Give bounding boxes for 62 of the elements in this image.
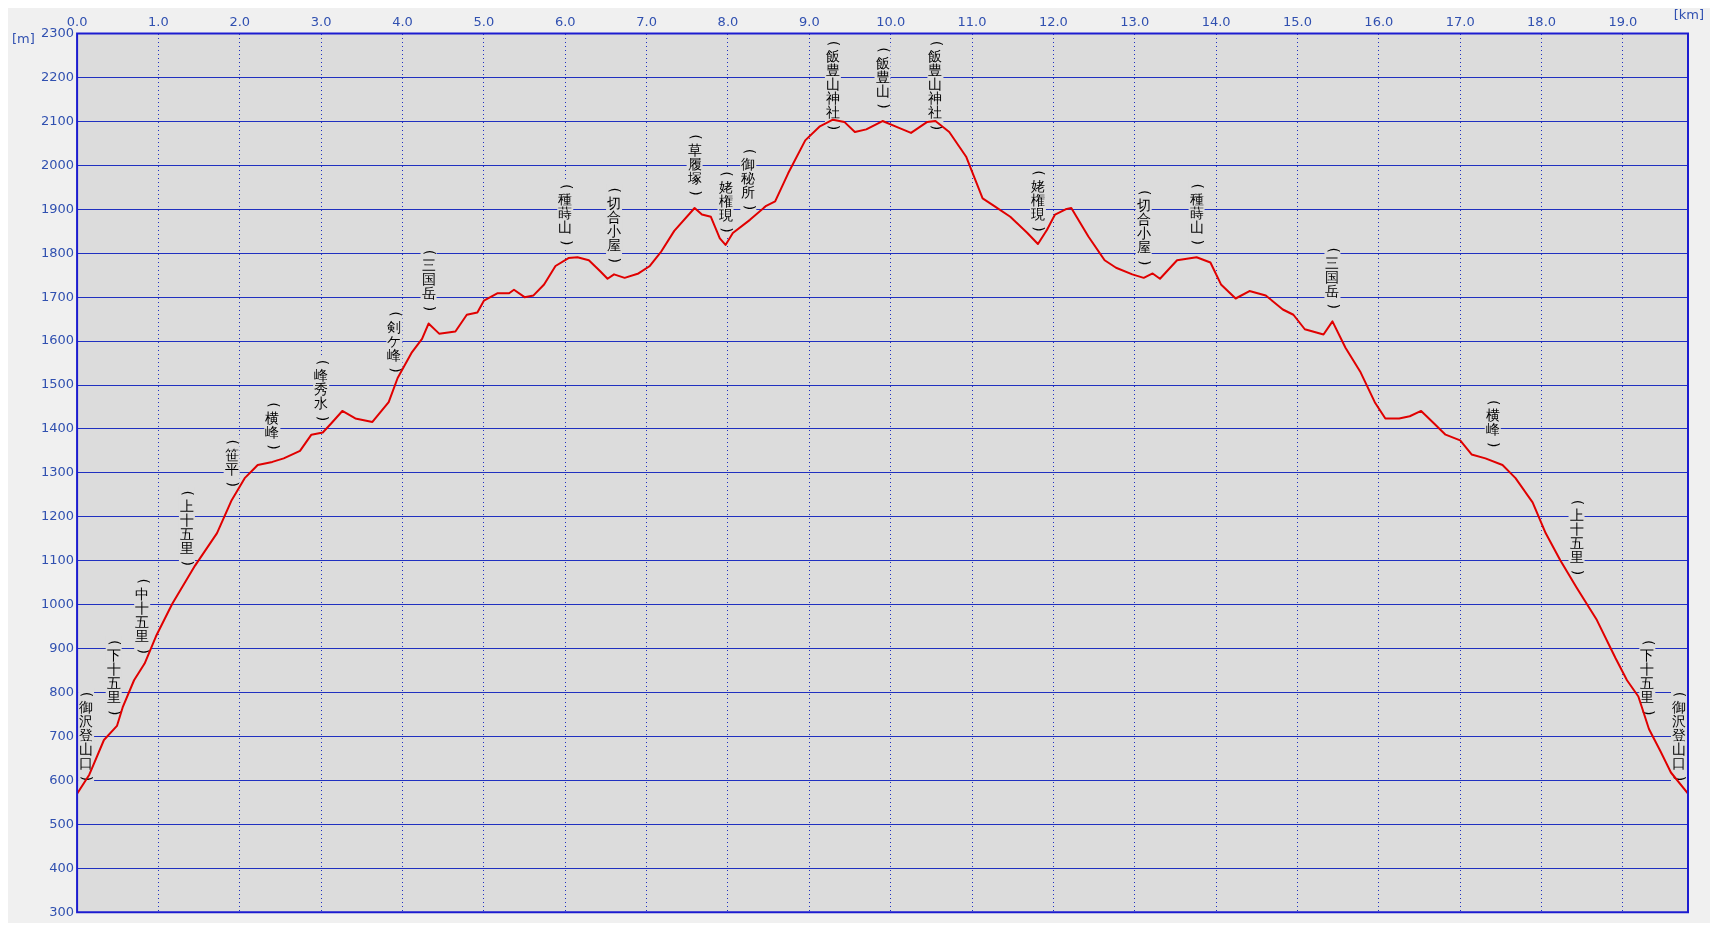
x-tick-label: 12.0: [1038, 14, 1068, 30]
x-tick-label: 7.0: [636, 14, 657, 30]
x-tick-label: 18.0: [1527, 14, 1557, 30]
x-tick-label: 2.0: [229, 14, 251, 30]
y-tick-label: 1800: [40, 244, 75, 260]
y-tick-label: 2100: [40, 112, 75, 128]
annotation: (上十五里): [1569, 499, 1586, 576]
annotation: (峰秀水): [314, 359, 331, 422]
y-tick-label: 900: [49, 639, 75, 655]
annotation: (横峰): [1485, 399, 1503, 448]
annotation: (飯豊山神社): [825, 40, 843, 131]
y-tick-label: 800: [49, 683, 75, 699]
x-axis-title: [km]: [1673, 6, 1704, 22]
y-tick-label: 1200: [40, 508, 75, 524]
x-tick-label: 6.0: [554, 14, 576, 30]
y-tick-label: 700: [49, 727, 75, 743]
y-tick-label: 2200: [40, 68, 75, 84]
annotation: (中十五里): [135, 578, 152, 654]
x-tick-label: 9.0: [798, 14, 820, 30]
y-tick-label: 500: [49, 815, 75, 831]
annotation: (草履塚): [686, 134, 704, 196]
x-tick-label: 17.0: [1445, 14, 1475, 30]
y-tick-label: 1500: [40, 376, 75, 392]
y-tick-label: 1000: [40, 596, 75, 612]
x-tick-label: 11.0: [957, 14, 987, 30]
annotation: (種蒔山): [558, 183, 575, 246]
y-tick-label: 2000: [40, 156, 75, 172]
annotation: (御秘所): [741, 148, 758, 211]
annotation: (剣ケ峰): [387, 311, 404, 373]
annotation: (飯豊山): [875, 47, 892, 109]
annotation: (下十五里): [106, 639, 124, 716]
annotation: (上十五里): [179, 490, 197, 567]
y-tick-label: 1400: [40, 420, 75, 436]
annotation: (姥権現): [1030, 170, 1048, 232]
annotation: (姥権現): [718, 171, 735, 233]
annotation: (切合小屋): [607, 187, 624, 263]
x-tick-label: 13.0: [1120, 14, 1150, 30]
annotation: (三国岳): [421, 249, 438, 312]
annotation: (三国岳): [1325, 247, 1342, 310]
y-tick-label: 1700: [40, 288, 75, 304]
y-tick-label: 300: [49, 903, 75, 919]
y-tick-label: 600: [49, 771, 75, 787]
x-tick-label: 14.0: [1201, 14, 1231, 30]
x-tick-label: 19.0: [1608, 14, 1638, 30]
x-tick-label: 16.0: [1364, 14, 1394, 30]
x-tick-label: 3.0: [310, 14, 332, 30]
annotation: (切合小屋): [1136, 190, 1154, 266]
y-tick-label: 1600: [40, 332, 75, 348]
y-tick-label: 1300: [40, 464, 75, 480]
x-tick-label: 1.0: [148, 14, 169, 30]
x-tick-label: 10.0: [876, 14, 906, 30]
y-tick-label: 1100: [40, 552, 75, 568]
x-tick-label: 4.0: [392, 14, 413, 30]
y-tick-label: 400: [49, 859, 75, 875]
x-tick-label: 8.0: [717, 14, 739, 30]
x-tick-label: 15.0: [1283, 14, 1312, 30]
annotation: (横峰): [265, 402, 282, 450]
y-tick-label: 1900: [40, 200, 75, 216]
x-tick-label: 5.0: [473, 14, 495, 30]
annotation: (笹平): [224, 439, 242, 487]
annotation: (種蒔山): [1189, 183, 1206, 245]
y-axis-title: [m]: [12, 30, 35, 46]
